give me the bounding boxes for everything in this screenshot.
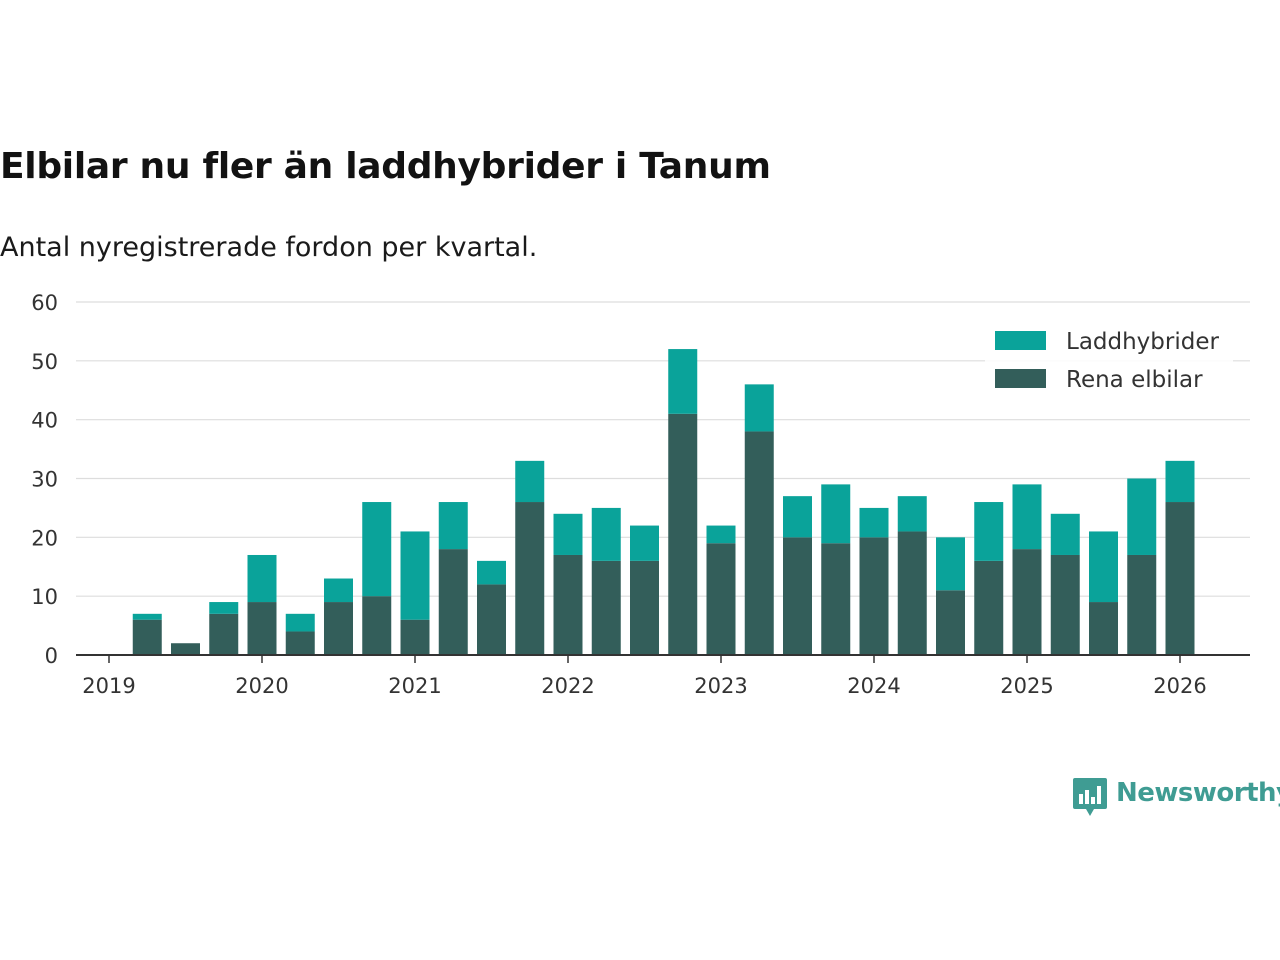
y-tick-label: 50: [31, 350, 58, 374]
newsworthy-logo: Newsworthy: [1072, 776, 1280, 820]
bar-laddhybrider: [247, 554, 277, 603]
legend-item-rena-elbilar-label: Rena elbilar: [1066, 367, 1203, 393]
newsworthy-logo-icon: [1073, 778, 1107, 816]
bar-laddhybrider: [744, 384, 774, 432]
chart-subtitle: Antal nyregistrerade fordon per kvartal.: [0, 232, 538, 263]
y-tick-label: 40: [31, 409, 58, 433]
x-axis-ticks: 2019 2020 2021 2022 2023 2024 2025 2026: [82, 655, 1207, 698]
bar-laddhybrider: [1089, 531, 1118, 603]
bar-laddhybrider: [1050, 513, 1080, 555]
bar-rena-elbilar: [477, 584, 506, 655]
x-tick-label: 2023: [694, 674, 747, 698]
bar-rena-elbilar: [591, 560, 621, 655]
bar-rena-elbilar: [1127, 554, 1157, 655]
legend-item-laddhybrider-label: Laddhybrider: [1066, 329, 1219, 355]
bar-laddhybrider: [630, 525, 659, 561]
legend-item-laddhybrider-swatch: [995, 331, 1046, 350]
bar-laddhybrider: [974, 502, 1004, 561]
y-tick-label: 10: [31, 585, 58, 609]
bar-rena-elbilar: [132, 619, 162, 655]
y-axis-ticks: 0 10 20 30 40 50 60: [31, 291, 58, 668]
chart-title: Elbilar nu fler än laddhybrider i Tanum: [0, 146, 771, 187]
y-tick-label: 30: [31, 468, 58, 492]
bar-rena-elbilar: [744, 431, 774, 655]
x-tick-label: 2024: [847, 674, 900, 698]
bar-rena-elbilar: [706, 543, 736, 655]
bars: [132, 349, 1195, 655]
bar-rena-elbilar: [783, 537, 812, 655]
bar-rena-elbilar: [171, 643, 200, 655]
x-tick-label: 2025: [1000, 674, 1053, 698]
bar-laddhybrider: [515, 460, 545, 503]
bar-laddhybrider: [400, 531, 430, 620]
bar-rena-elbilar: [515, 502, 545, 655]
bar-rena-elbilar: [1012, 549, 1042, 655]
bar-laddhybrider: [668, 349, 698, 414]
x-tick-label: 2022: [541, 674, 594, 698]
bar-laddhybrider: [362, 502, 392, 597]
bar-rena-elbilar: [630, 560, 659, 655]
bar-laddhybrider: [859, 507, 889, 538]
legend-item-rena-elbilar-swatch: [995, 369, 1046, 388]
legend: Laddhybrider Rena elbilar: [985, 323, 1233, 401]
y-tick-label: 0: [45, 644, 58, 668]
bar-laddhybrider: [821, 484, 851, 544]
bar-laddhybrider: [324, 578, 353, 603]
bar-laddhybrider: [1012, 484, 1042, 550]
bar-rena-elbilar: [859, 537, 889, 655]
bar-laddhybrider: [553, 513, 583, 555]
bar-rena-elbilar: [936, 590, 965, 655]
bar-laddhybrider: [438, 502, 468, 550]
bar-laddhybrider: [1165, 460, 1195, 503]
bar-rena-elbilar: [400, 619, 430, 655]
x-tick-label: 2020: [235, 674, 288, 698]
bar-laddhybrider: [477, 560, 506, 585]
bar-rena-elbilar: [974, 560, 1004, 655]
bar-rena-elbilar: [1165, 502, 1195, 655]
bar-rena-elbilar: [285, 631, 315, 655]
bar-laddhybrider: [936, 537, 965, 591]
bar-laddhybrider: [783, 496, 812, 538]
bar-laddhybrider: [897, 496, 927, 532]
brand-name: Newsworthy: [1116, 778, 1280, 808]
bar-rena-elbilar: [209, 613, 239, 655]
x-tick-label: 2026: [1153, 674, 1206, 698]
bar-rena-elbilar: [553, 554, 583, 655]
y-tick-label: 60: [31, 291, 58, 315]
bar-laddhybrider: [209, 602, 239, 614]
x-tick-label: 2021: [388, 674, 441, 698]
bar-laddhybrider: [132, 613, 162, 620]
bar-rena-elbilar: [247, 602, 277, 655]
bar-laddhybrider: [285, 613, 315, 632]
bar-laddhybrider: [591, 507, 621, 561]
bar-rena-elbilar: [668, 413, 698, 655]
x-tick-label: 2019: [82, 674, 135, 698]
bar-laddhybrider: [706, 525, 736, 544]
bar-rena-elbilar: [324, 602, 353, 655]
bar-rena-elbilar: [821, 543, 851, 655]
bar-rena-elbilar: [897, 531, 927, 655]
bar-rena-elbilar: [362, 596, 392, 655]
bar-rena-elbilar: [1050, 554, 1080, 655]
bar-rena-elbilar: [438, 549, 468, 655]
bar-laddhybrider: [1127, 478, 1157, 555]
y-tick-label: 20: [31, 526, 58, 550]
bar-rena-elbilar: [1089, 602, 1118, 655]
